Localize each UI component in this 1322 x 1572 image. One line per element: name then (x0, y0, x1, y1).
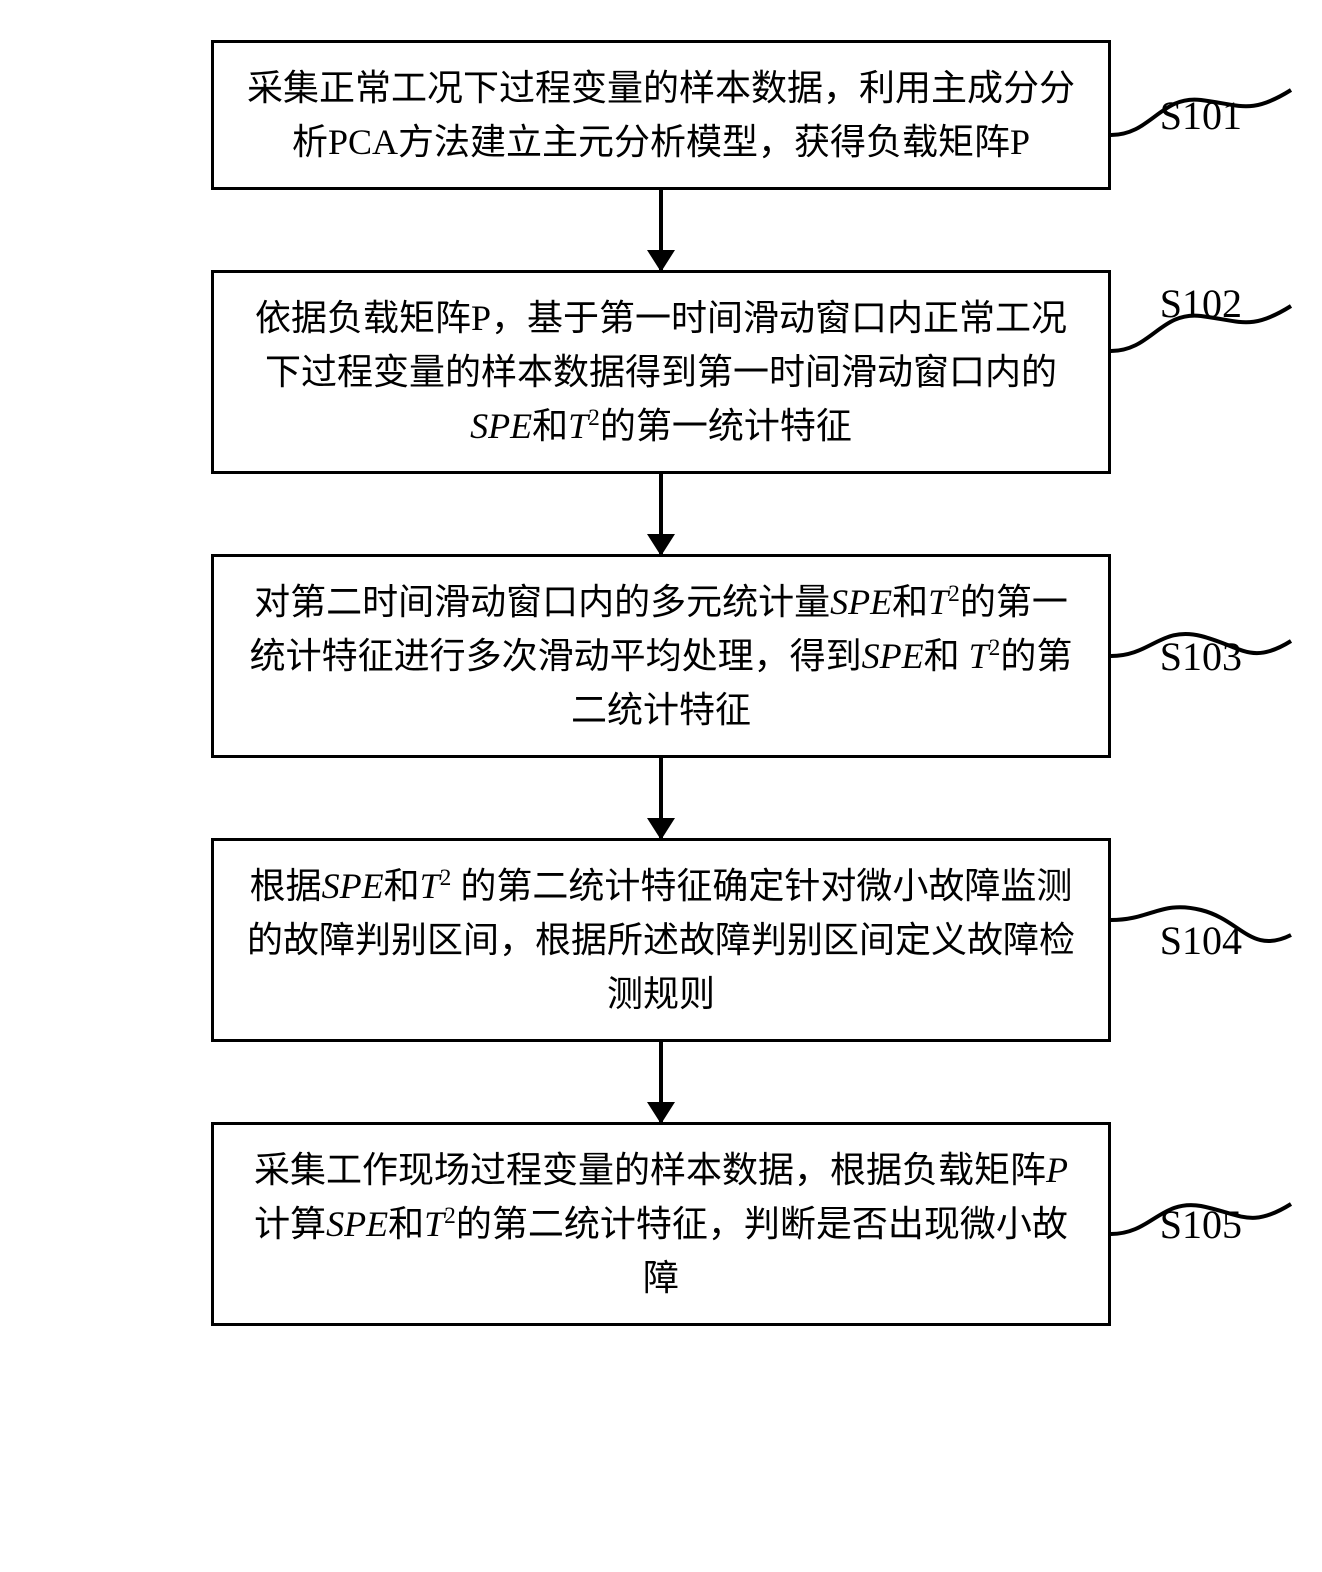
step-label-s104: S104 (1160, 917, 1242, 964)
step-row-s102: 依据负载矩阵P，基于第一时间滑动窗口内正常工况下过程变量的样本数据得到第一时间滑… (20, 270, 1302, 474)
step-label-s105: S105 (1160, 1201, 1242, 1248)
arrow-line-icon (659, 758, 663, 838)
arrow-line-icon (659, 190, 663, 270)
arrow-head-icon (647, 534, 675, 556)
arrow-head-icon (647, 818, 675, 840)
step-label-s101: S101 (1160, 92, 1242, 139)
flowchart-container: 采集正常工况下过程变量的样本数据，利用主成分分析PCA方法建立主元分析模型，获得… (20, 40, 1302, 1326)
arrow-line-icon (659, 1042, 663, 1122)
arrow-connector-3 (211, 758, 1111, 838)
step-text-s105: 采集工作现场过程变量的样本数据，根据负载矩阵P计算SPE和T2的第二统计特征，判… (238, 1143, 1084, 1305)
arrow-connector-2 (211, 474, 1111, 554)
step-label-s103: S103 (1160, 633, 1242, 680)
arrow-head-icon (647, 250, 675, 272)
step-text-s103: 对第二时间滑动窗口内的多元统计量SPE和T2的第一统计特征进行多次滑动平均处理，… (238, 575, 1084, 737)
step-row-s104: 根据SPE和T2 的第二统计特征确定针对微小故障监测的故障判别区间，根据所述故障… (20, 838, 1302, 1042)
step-text-s101: 采集正常工况下过程变量的样本数据，利用主成分分析PCA方法建立主元分析模型，获得… (238, 61, 1084, 169)
step-box-s101: 采集正常工况下过程变量的样本数据，利用主成分分析PCA方法建立主元分析模型，获得… (211, 40, 1111, 190)
step-text-s102: 依据负载矩阵P，基于第一时间滑动窗口内正常工况下过程变量的样本数据得到第一时间滑… (238, 291, 1084, 453)
arrow-connector-1 (211, 190, 1111, 270)
step-text-s104: 根据SPE和T2 的第二统计特征确定针对微小故障监测的故障判别区间，根据所述故障… (238, 859, 1084, 1021)
step-row-s103: 对第二时间滑动窗口内的多元统计量SPE和T2的第一统计特征进行多次滑动平均处理，… (20, 554, 1302, 758)
step-box-s104: 根据SPE和T2 的第二统计特征确定针对微小故障监测的故障判别区间，根据所述故障… (211, 838, 1111, 1042)
arrow-line-icon (659, 474, 663, 554)
step-label-s102: S102 (1160, 280, 1242, 327)
step-row-s101: 采集正常工况下过程变量的样本数据，利用主成分分析PCA方法建立主元分析模型，获得… (20, 40, 1302, 190)
step-row-s105: 采集工作现场过程变量的样本数据，根据负载矩阵P计算SPE和T2的第二统计特征，判… (20, 1122, 1302, 1326)
step-box-s102: 依据负载矩阵P，基于第一时间滑动窗口内正常工况下过程变量的样本数据得到第一时间滑… (211, 270, 1111, 474)
step-box-s105: 采集工作现场过程变量的样本数据，根据负载矩阵P计算SPE和T2的第二统计特征，判… (211, 1122, 1111, 1326)
step-box-s103: 对第二时间滑动窗口内的多元统计量SPE和T2的第一统计特征进行多次滑动平均处理，… (211, 554, 1111, 758)
arrow-head-icon (647, 1102, 675, 1124)
arrow-connector-4 (211, 1042, 1111, 1122)
